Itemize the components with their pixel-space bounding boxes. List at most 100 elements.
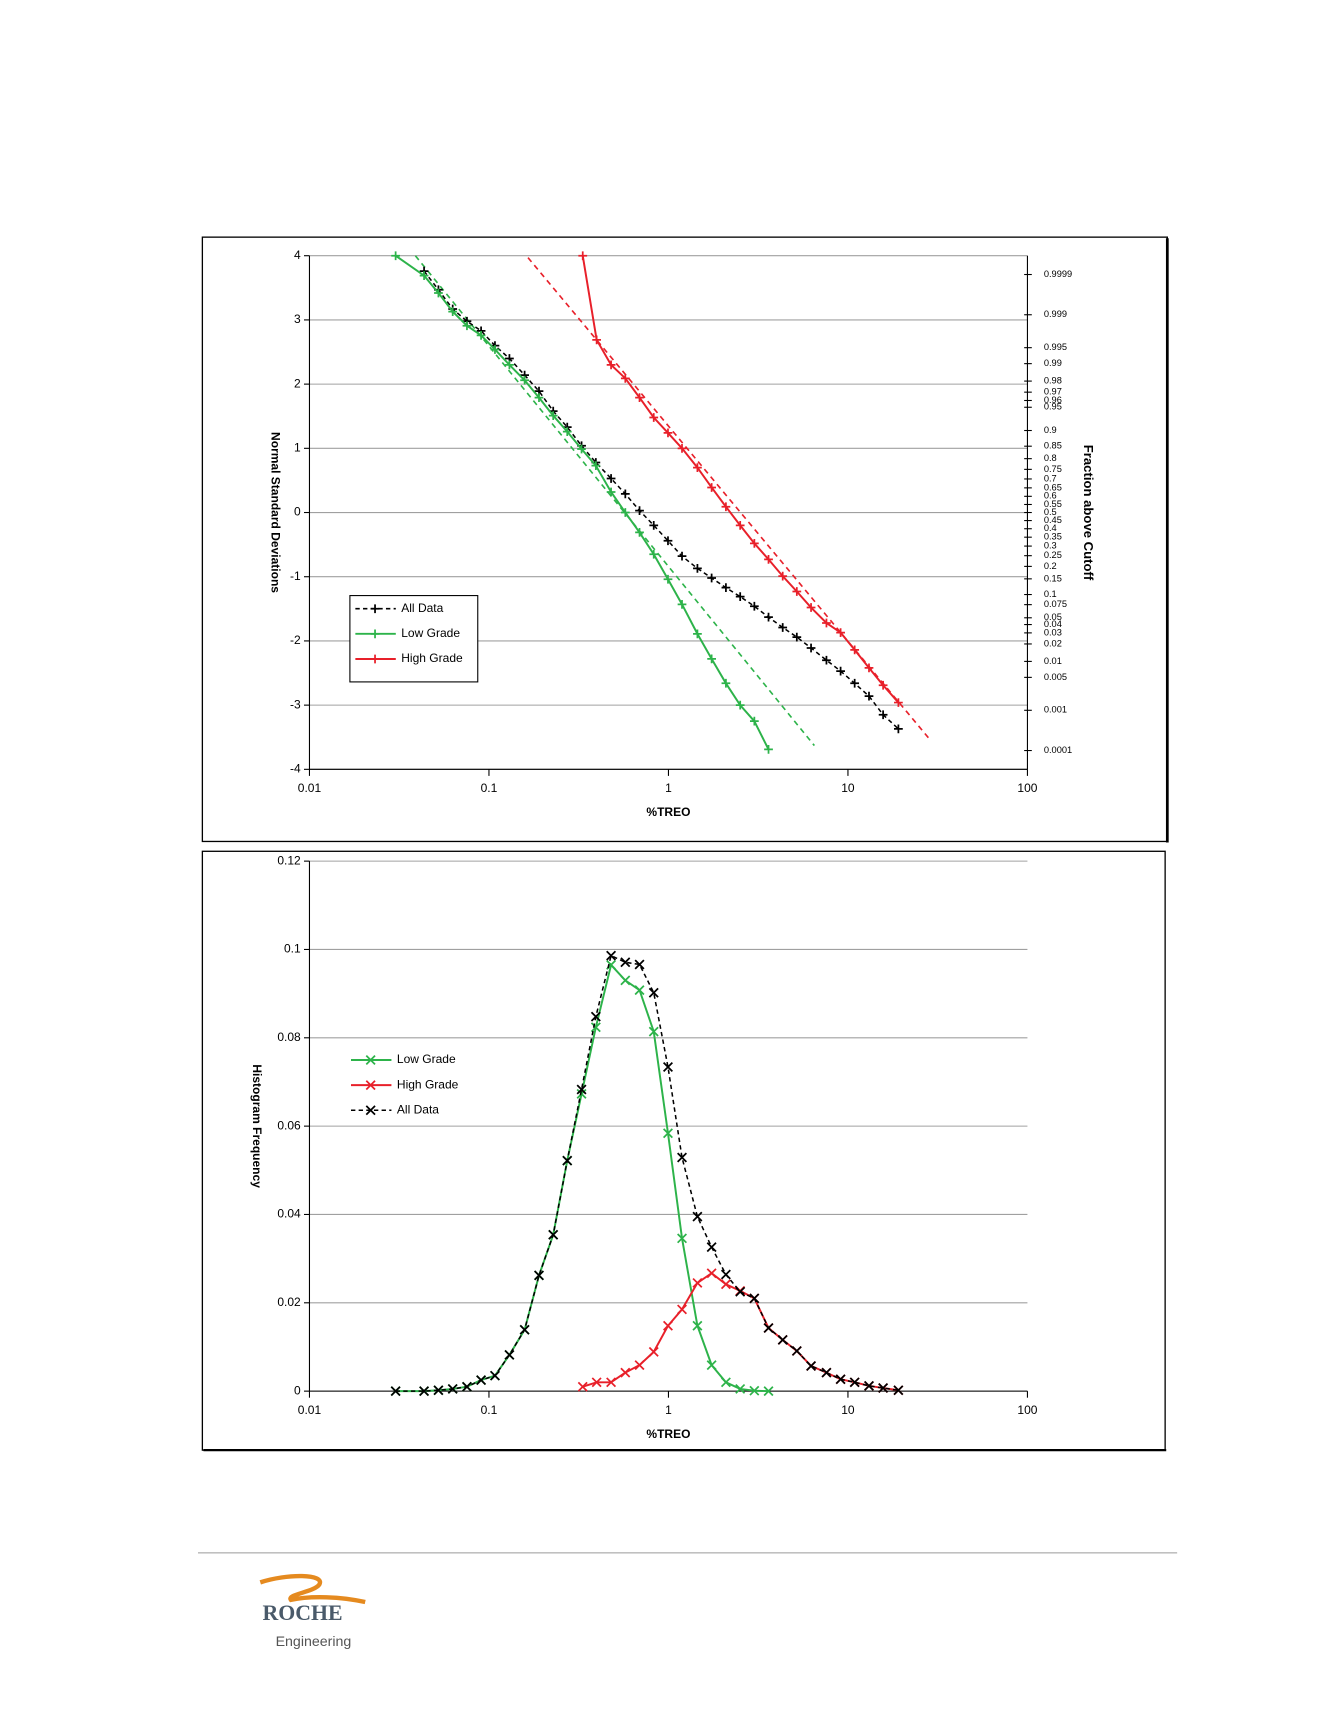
series-line <box>395 254 770 750</box>
data-point <box>606 950 617 961</box>
logo-swoosh <box>259 1573 366 1605</box>
legend-label: Low Grade <box>401 626 460 640</box>
data-point <box>649 549 659 559</box>
data-point <box>520 375 529 385</box>
data-point <box>648 1026 659 1037</box>
y2-tick-label: 0.03 <box>1044 627 1062 637</box>
data-point <box>693 629 702 639</box>
data-point <box>591 1377 602 1388</box>
logo-text: ROCHE <box>262 1601 342 1625</box>
data-point <box>606 360 616 370</box>
data-point <box>419 1386 430 1397</box>
data-point <box>576 1084 587 1095</box>
data-point <box>735 592 745 602</box>
data-point <box>720 1279 731 1290</box>
legend-marker <box>365 1055 376 1066</box>
data-point <box>576 1088 587 1099</box>
data-point <box>749 538 759 548</box>
y2-tick-label: 0.04 <box>1044 619 1062 629</box>
x-tick-label: 100 <box>1017 781 1037 795</box>
data-point <box>706 1242 717 1253</box>
data-point <box>894 698 903 707</box>
y2-tick-label: 0.1 <box>1044 589 1057 599</box>
data-point <box>749 716 759 726</box>
data-point <box>822 618 831 628</box>
legend-label: All Data <box>397 1102 439 1116</box>
data-point <box>505 360 514 370</box>
logo-subtitle: Engineering <box>276 1634 352 1650</box>
x-tick-label: 1 <box>665 781 672 795</box>
y-tick-label: 0 <box>294 1383 301 1397</box>
y2-tick-label: 0.05 <box>1044 612 1062 622</box>
data-point <box>792 632 802 642</box>
data-point <box>764 612 773 622</box>
y-tick-label: -1 <box>290 569 301 583</box>
legend-label: High Grade <box>401 651 463 665</box>
data-point <box>764 745 773 754</box>
data-point <box>677 443 687 453</box>
data-point <box>590 1011 601 1022</box>
data-point <box>490 345 500 354</box>
data-point <box>850 645 860 655</box>
data-point <box>878 710 888 720</box>
data-point <box>548 1229 559 1240</box>
y-tick-label: -3 <box>290 697 301 711</box>
y2-tick-label: 0.4 <box>1044 523 1057 533</box>
y2-tick-label: 0.001 <box>1044 705 1067 715</box>
legend-label: Low Grade <box>397 1052 456 1066</box>
data-point <box>590 1022 601 1033</box>
data-point <box>706 1360 717 1371</box>
data-point <box>792 587 802 596</box>
data-point <box>534 393 544 402</box>
legend-marker <box>370 629 380 639</box>
data-point <box>894 724 903 734</box>
y2-tick-label: 0.6 <box>1044 491 1057 501</box>
y2-tick-label: 0.45 <box>1044 515 1062 525</box>
data-point <box>677 1152 688 1163</box>
data-point <box>592 335 602 345</box>
y2-tick-label: 0.9 <box>1044 425 1057 435</box>
data-point <box>720 1377 731 1388</box>
data-point <box>864 691 874 701</box>
y2-tick-label: 0.02 <box>1044 638 1062 648</box>
data-point <box>878 680 888 690</box>
data-point <box>835 1374 846 1385</box>
y2-tick-label: 0.999 <box>1044 309 1067 319</box>
data-point <box>662 1320 673 1331</box>
x-tick-label: 0.01 <box>298 1403 322 1417</box>
legend-label: All Data <box>401 601 443 615</box>
data-point <box>434 288 443 298</box>
y-tick-label: 4 <box>294 248 301 262</box>
y2-tick-label: 0.5 <box>1044 507 1057 517</box>
y-tick-label: 0.06 <box>277 1118 301 1132</box>
x-tick-label: 0.1 <box>481 1403 498 1417</box>
x-tick-label: 1 <box>665 1403 672 1417</box>
data-point <box>548 411 558 420</box>
data-point <box>461 1381 472 1392</box>
legend-label: High Grade <box>397 1077 459 1091</box>
y-tick-label: 0.02 <box>277 1295 301 1309</box>
y-tick-label: 2 <box>294 376 301 390</box>
data-point <box>791 1345 802 1356</box>
legend-marker <box>370 604 380 614</box>
y-tick-label: 0.04 <box>277 1207 301 1221</box>
data-point <box>864 663 874 673</box>
y2-tick-label: 0.97 <box>1044 387 1062 397</box>
data-point <box>764 555 773 564</box>
data-point <box>706 1268 717 1279</box>
data-point <box>649 413 659 422</box>
data-point <box>806 1360 817 1371</box>
data-point <box>662 1061 673 1072</box>
y-tick-label: 0.08 <box>277 1030 301 1044</box>
data-point <box>720 1269 731 1280</box>
data-point <box>749 1385 760 1396</box>
y2-tick-label: 0.85 <box>1044 441 1062 451</box>
data-point <box>620 957 631 968</box>
data-point <box>606 1377 617 1388</box>
x-tick-label: 0.01 <box>298 781 322 795</box>
data-point <box>562 1155 573 1166</box>
data-point <box>620 975 631 986</box>
y2-tick-label: 0.995 <box>1044 342 1067 352</box>
data-point <box>849 1377 860 1388</box>
data-point <box>648 1346 659 1357</box>
